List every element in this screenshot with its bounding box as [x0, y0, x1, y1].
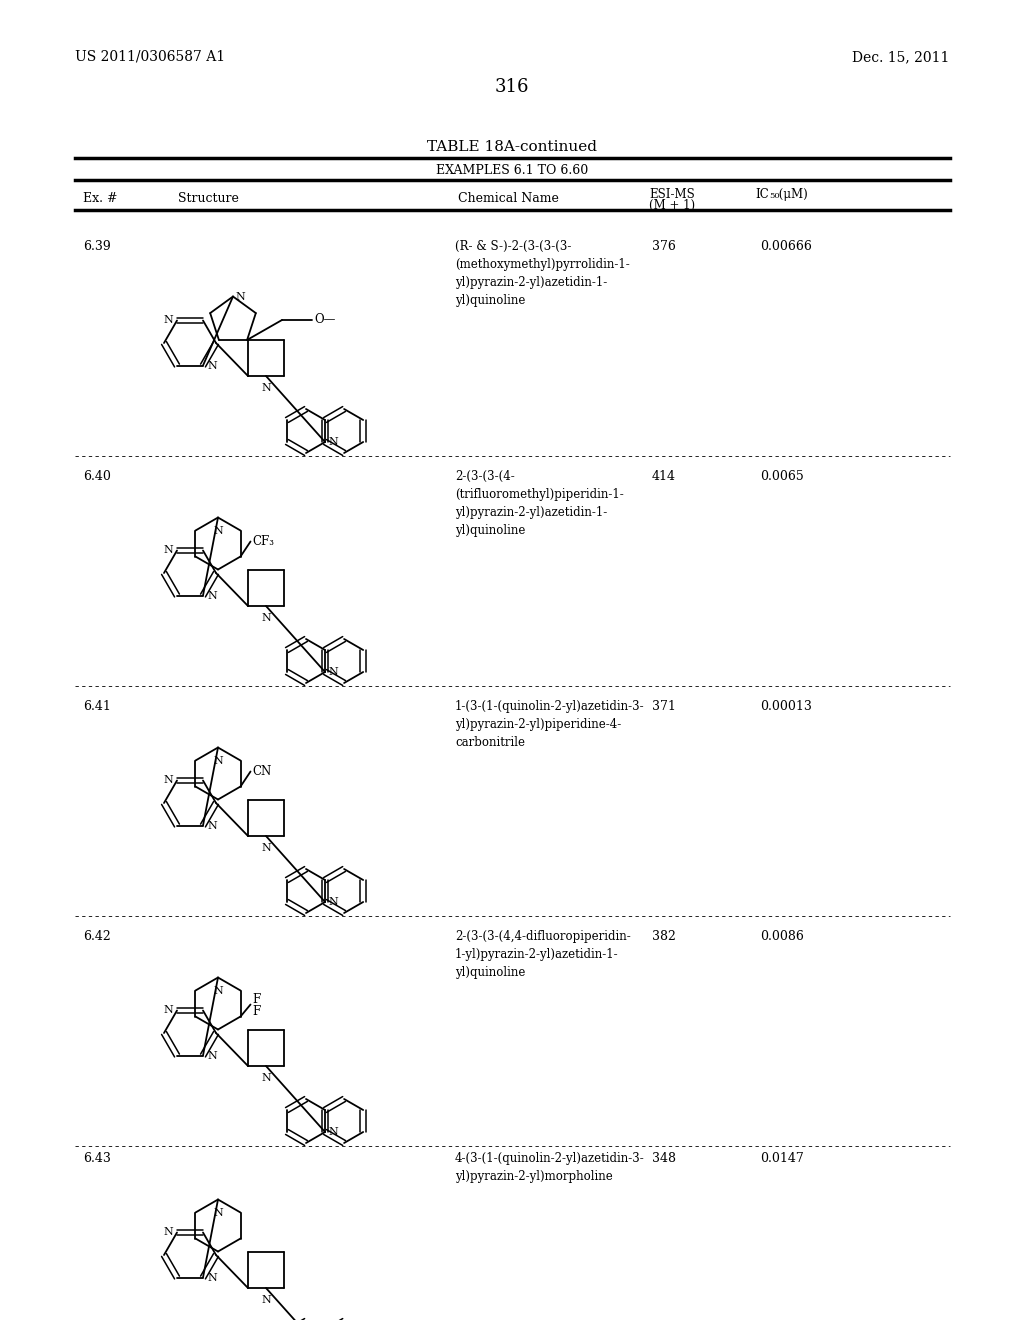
- Text: N: N: [234, 292, 245, 301]
- Text: N: N: [163, 545, 173, 556]
- Text: 0.00666: 0.00666: [760, 240, 812, 253]
- Text: (R- & S-)-2-(3-(3-(3-
(methoxymethyl)pyrrolidin-1-
yl)pyrazin-2-yl)azetidin-1-
y: (R- & S-)-2-(3-(3-(3- (methoxymethyl)pyr…: [455, 240, 630, 308]
- Text: N: N: [207, 590, 217, 601]
- Text: N: N: [328, 667, 338, 677]
- Text: F: F: [253, 1005, 261, 1018]
- Text: CN: CN: [253, 766, 271, 777]
- Text: 2-(3-(3-(4,4-difluoropiperidin-
1-yl)pyrazin-2-yl)azetidin-1-
yl)quinoline: 2-(3-(3-(4,4-difluoropiperidin- 1-yl)pyr…: [455, 931, 631, 979]
- Text: (μM): (μM): [775, 187, 808, 201]
- Text: 4-(3-(1-(quinolin-2-yl)azetidin-3-
yl)pyrazin-2-yl)morpholine: 4-(3-(1-(quinolin-2-yl)azetidin-3- yl)py…: [455, 1152, 645, 1183]
- Text: 316: 316: [495, 78, 529, 96]
- Text: N: N: [213, 1208, 223, 1217]
- Text: N: N: [207, 1272, 217, 1283]
- Text: N: N: [261, 1295, 271, 1305]
- Text: N: N: [328, 1127, 338, 1137]
- Text: TABLE 18A-continued: TABLE 18A-continued: [427, 140, 597, 154]
- Text: Dec. 15, 2011: Dec. 15, 2011: [852, 50, 949, 63]
- Text: N: N: [261, 1073, 271, 1082]
- Text: CF₃: CF₃: [253, 535, 274, 548]
- Text: Structure: Structure: [178, 191, 239, 205]
- Text: N: N: [163, 1228, 173, 1237]
- Text: Chemical Name: Chemical Name: [458, 191, 559, 205]
- Text: 6.42: 6.42: [83, 931, 111, 942]
- Text: N: N: [213, 755, 223, 766]
- Text: ESI-MS: ESI-MS: [649, 187, 694, 201]
- Text: 414: 414: [652, 470, 676, 483]
- Text: 348: 348: [652, 1152, 676, 1166]
- Text: 6.43: 6.43: [83, 1152, 111, 1166]
- Text: N: N: [207, 360, 217, 371]
- Text: 6.40: 6.40: [83, 470, 111, 483]
- Text: N: N: [207, 1051, 217, 1060]
- Text: 1-(3-(1-(quinolin-2-yl)azetidin-3-
yl)pyrazin-2-yl)piperidine-4-
carbonitrile: 1-(3-(1-(quinolin-2-yl)azetidin-3- yl)py…: [455, 700, 645, 748]
- Text: N: N: [261, 612, 271, 623]
- Text: EXAMPLES 6.1 TO 6.60: EXAMPLES 6.1 TO 6.60: [436, 164, 588, 177]
- Text: O—: O—: [314, 313, 336, 326]
- Text: 0.00013: 0.00013: [760, 700, 812, 713]
- Text: 50: 50: [769, 191, 779, 201]
- Text: 376: 376: [652, 240, 676, 253]
- Text: 6.41: 6.41: [83, 700, 111, 713]
- Text: Ex. #: Ex. #: [83, 191, 118, 205]
- Text: N: N: [163, 775, 173, 785]
- Text: IC: IC: [755, 187, 769, 201]
- Text: 6.39: 6.39: [83, 240, 111, 253]
- Text: 0.0065: 0.0065: [760, 470, 804, 483]
- Text: 371: 371: [652, 700, 676, 713]
- Text: N: N: [328, 898, 338, 907]
- Text: US 2011/0306587 A1: US 2011/0306587 A1: [75, 50, 225, 63]
- Text: N: N: [163, 1006, 173, 1015]
- Text: 2-(3-(3-(4-
(trifluoromethyl)piperidin-1-
yl)pyrazin-2-yl)azetidin-1-
yl)quinoli: 2-(3-(3-(4- (trifluoromethyl)piperidin-1…: [455, 470, 624, 537]
- Text: F: F: [253, 993, 261, 1006]
- Text: N: N: [207, 821, 217, 830]
- Text: N: N: [213, 525, 223, 536]
- Text: N: N: [213, 986, 223, 995]
- Text: 0.0147: 0.0147: [760, 1152, 804, 1166]
- Text: N: N: [261, 383, 271, 393]
- Text: (M + 1): (M + 1): [649, 199, 695, 213]
- Text: 382: 382: [652, 931, 676, 942]
- Text: N: N: [261, 843, 271, 853]
- Text: 0.0086: 0.0086: [760, 931, 804, 942]
- Text: N: N: [163, 315, 173, 326]
- Text: N: N: [328, 437, 338, 447]
